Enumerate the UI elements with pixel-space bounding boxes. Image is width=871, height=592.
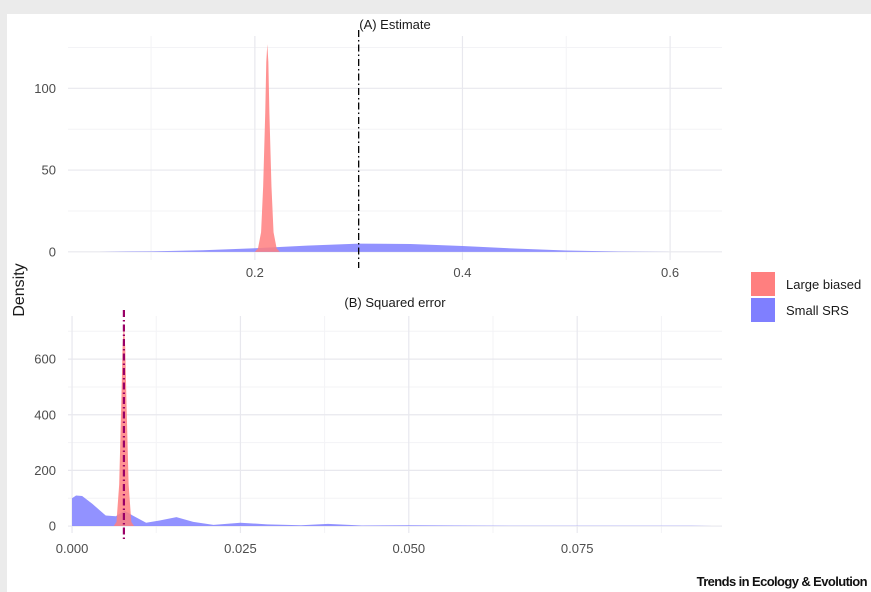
y-tick-label: 600	[34, 352, 56, 367]
density-area-small-srs	[99, 243, 671, 252]
panel-a: 0.2 0.4 0.6 0 50 100 (A) Estimate	[34, 17, 722, 280]
y-tick-label: 400	[34, 407, 56, 422]
journal-credit: Trends in Ecology & Evolution	[697, 574, 868, 589]
legend: Large biased Small SRS	[751, 272, 861, 322]
x-tick-label: 0.050	[393, 541, 426, 556]
legend-label: Small SRS	[786, 303, 849, 318]
panel-title: (B) Squared error	[344, 295, 446, 310]
y-tick-label: 50	[42, 163, 56, 178]
legend-swatch	[751, 298, 775, 322]
y-tick-label: 0	[49, 519, 56, 534]
density-area-large-biased	[254, 44, 280, 252]
legend-label: Large biased	[786, 277, 861, 292]
x-tick-label: 0.000	[56, 541, 89, 556]
x-tick-label: 0.4	[453, 265, 471, 280]
y-tick-label: 0	[49, 244, 56, 259]
x-tick-label: 0.025	[224, 541, 257, 556]
y-axis-label: Density	[11, 263, 28, 316]
panel-title: (A) Estimate	[359, 17, 431, 32]
legend-swatch	[751, 272, 775, 296]
y-tick-label: 100	[34, 81, 56, 96]
panel-b: 0.000 0.025 0.050 0.075 0 200 400 600 (B) Square…	[34, 295, 722, 556]
x-tick-label: 0.2	[246, 265, 264, 280]
y-tick-label: 200	[34, 463, 56, 478]
density-area-large-biased	[113, 322, 135, 527]
x-tick-label: 0.6	[661, 265, 679, 280]
density-area-small-srs	[72, 495, 712, 527]
x-tick-label: 0.075	[561, 541, 594, 556]
